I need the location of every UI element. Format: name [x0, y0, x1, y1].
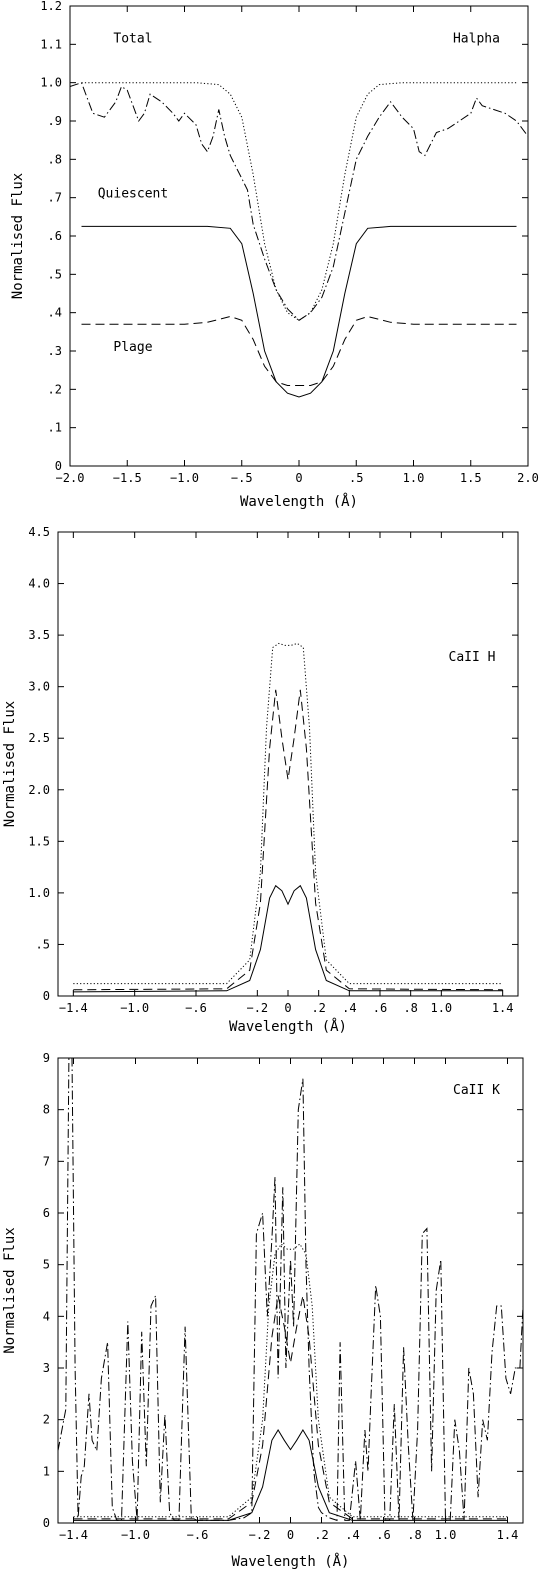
plot-frame	[57, 531, 519, 997]
y-tick-label: .2	[48, 382, 62, 396]
x-tick-label: 1.4	[497, 1528, 519, 1542]
x-tick-label: .4	[345, 1528, 359, 1542]
y-axis-title: Normalised Flux	[2, 1227, 18, 1353]
y-axis-title: Normalised Flux	[10, 173, 26, 299]
x-tick-label: .8	[407, 1528, 421, 1542]
annotation-label: Total	[113, 31, 152, 46]
x-tick-label: −1.0	[121, 1528, 150, 1542]
chart-panel-3: −1.4 −1.0 −.6 −.2 0 .2 .4 .6 .8 1.0 1.4 0 1 2 3 4 5 6 7 8 9 W…	[2, 1051, 524, 1570]
series-line-dotted	[73, 1243, 508, 1518]
x-tick-label: −.2	[246, 1001, 268, 1015]
y-tick-label: .3	[48, 344, 62, 358]
x-tick-label: −2.0	[56, 471, 85, 485]
annotation-label: CaII H	[449, 650, 496, 665]
series-line-solid	[73, 1429, 508, 1521]
annotation-label: Plage	[113, 340, 152, 355]
y-tick-label: .8	[48, 152, 62, 166]
y-tick-label: 5	[43, 1258, 50, 1272]
y-tick-label: 6	[43, 1206, 50, 1220]
annotation-label: CaII K	[453, 1083, 500, 1098]
y-tick-label: 1	[43, 1464, 50, 1478]
y-tick-label: 4.5	[28, 525, 50, 539]
x-tick-label: −.5	[231, 471, 253, 485]
y-tick-label: 1.0	[28, 886, 50, 900]
y-tick-label: .1	[48, 421, 62, 435]
x-tick-label: 1.5	[460, 471, 482, 485]
series-line-dashdot	[57, 1057, 524, 1522]
x-tick-label: 1.0	[430, 1001, 452, 1015]
y-tick-label: 4	[43, 1309, 50, 1323]
x-tick-label: 1.0	[403, 471, 425, 485]
y-tick-label: 1.2	[40, 0, 62, 13]
series-line-solid	[81, 225, 517, 398]
y-tick-label: .9	[48, 114, 62, 128]
x-tick-label: 2.0	[517, 471, 539, 485]
x-tick-label: .6	[376, 1528, 390, 1542]
y-tick-label: 0	[55, 459, 62, 473]
x-tick-label: −1.4	[59, 1528, 88, 1542]
annotation-label: Halpha	[453, 31, 500, 46]
x-tick-label: 0	[295, 471, 302, 485]
x-tick-label: −.2	[249, 1528, 271, 1542]
y-tick-label: 3.0	[28, 680, 50, 694]
series-line-dashed	[73, 1295, 508, 1520]
x-tick-label: .4	[342, 1001, 356, 1015]
x-axis-title: Wavelength (Å)	[240, 493, 358, 510]
chart-panel-2: −1.4 −1.0 −.6 −.2 0 .2 .4 .6 .8 1.0 1.4 0 .5 1.0 1.5 2.…	[2, 525, 519, 1035]
y-tick-label: 0	[43, 1516, 50, 1530]
x-tick-label: 0	[287, 1528, 294, 1542]
y-tick-label: 1.5	[28, 834, 50, 848]
x-tick-label: .6	[373, 1001, 387, 1015]
y-tick-label: 2.0	[28, 783, 50, 797]
y-tick-label: 4.0	[28, 577, 50, 591]
x-tick-label: −.6	[185, 1001, 207, 1015]
y-tick-label: 3.5	[28, 628, 50, 642]
x-axis-title: Wavelength (Å)	[229, 1018, 347, 1035]
x-tick-label: −1.5	[113, 471, 142, 485]
x-tick-label: −1.0	[120, 1001, 149, 1015]
y-tick-label: 9	[43, 1051, 50, 1065]
y-tick-label: 0	[43, 989, 50, 1003]
y-tick-label: .5	[36, 937, 50, 951]
x-tick-label: −1.0	[170, 471, 199, 485]
chart-panel-1: −2.0 −1.5 −1.0 −.5 0 .5 1.0 1.5 2.0 0 .1 .2 .3 .4 .5 .6…	[10, 0, 539, 510]
x-tick-label: .8	[403, 1001, 417, 1015]
series-line-dashed	[81, 315, 517, 386]
y-tick-label: .7	[48, 191, 62, 205]
x-tick-label: 1.4	[492, 1001, 514, 1015]
x-tick-label: .2	[314, 1528, 328, 1542]
x-axis-title: Wavelength (Å)	[231, 1553, 349, 1570]
y-tick-label: 7	[43, 1154, 50, 1168]
y-tick-label: 1.0	[40, 76, 62, 90]
y-tick-label: 2.5	[28, 731, 50, 745]
series-line-dashed	[73, 689, 503, 991]
y-tick-label: .6	[48, 229, 62, 243]
series-line-solid	[73, 884, 503, 993]
y-tick-label: 3	[43, 1361, 50, 1375]
x-tick-label: .5	[349, 471, 363, 485]
series-line-dotted	[73, 642, 503, 985]
x-tick-label: 0	[284, 1001, 291, 1015]
y-tick-label: 8	[43, 1103, 50, 1117]
y-tick-label: .4	[48, 306, 62, 320]
x-tick-label: .2	[311, 1001, 325, 1015]
y-tick-label: 1.1	[40, 37, 62, 51]
x-tick-label: −.6	[187, 1528, 209, 1542]
x-tick-label: 1.0	[435, 1528, 457, 1542]
annotation-label: Quiescent	[98, 187, 168, 202]
y-axis-title: Normalised Flux	[2, 701, 18, 827]
series-line-dashdot	[69, 82, 529, 321]
y-tick-label: .5	[48, 267, 62, 281]
x-tick-label: −1.4	[59, 1001, 88, 1015]
y-tick-label: 2	[43, 1413, 50, 1427]
